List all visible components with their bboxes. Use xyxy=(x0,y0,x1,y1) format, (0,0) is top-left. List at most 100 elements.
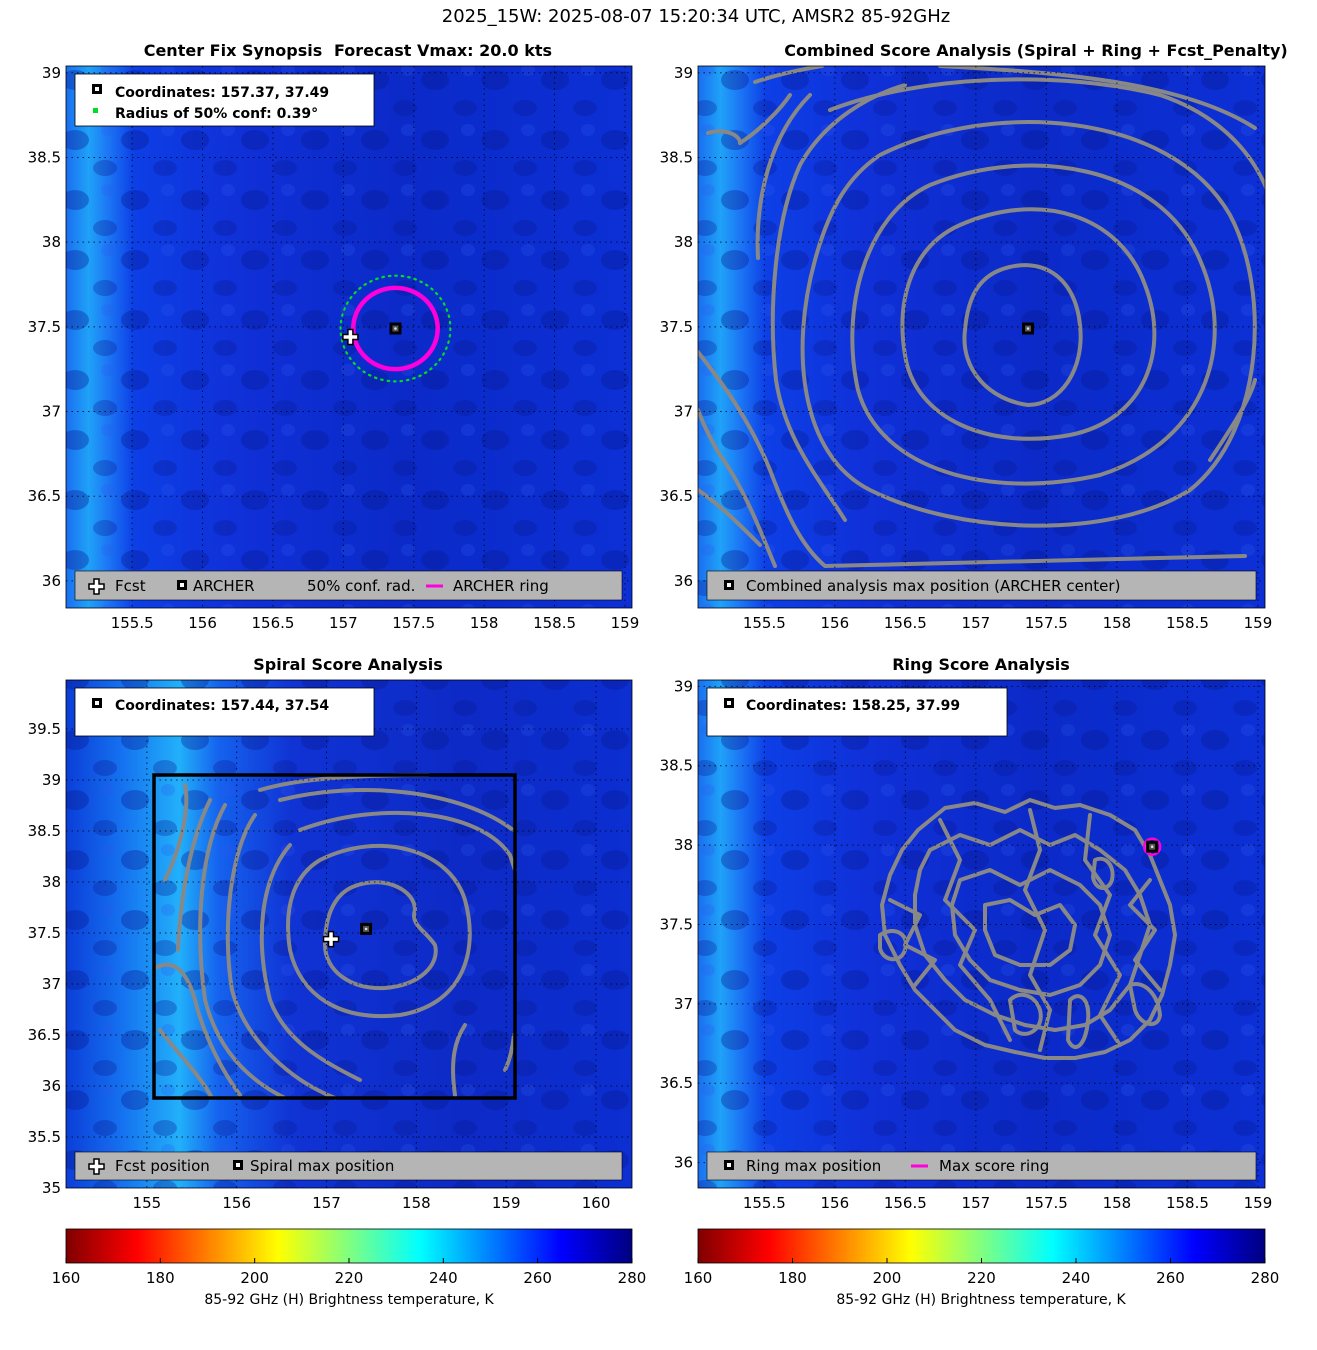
x-tick-label: 160 xyxy=(582,1194,611,1212)
ring-contour xyxy=(938,818,1012,1042)
ring-contour xyxy=(950,868,1112,997)
colorbar-tick-label: 220 xyxy=(967,1269,996,1287)
combined-contour xyxy=(1208,378,1257,462)
panel1-frame xyxy=(65,65,633,609)
legend-spiral-max-label: Spiral max position xyxy=(250,1157,394,1175)
combined-contour xyxy=(800,120,1257,528)
x-tick-label: 156 xyxy=(222,1194,251,1212)
x-tick-label: 156 xyxy=(820,614,849,632)
y-tick-label: 36 xyxy=(42,1077,61,1095)
ring-max-marker-dot xyxy=(1150,845,1154,848)
colorbar-tick-label: 180 xyxy=(146,1269,175,1287)
ring-contour xyxy=(1066,994,1091,1049)
spiral-search-box xyxy=(152,773,517,1100)
x-tick-label: 155.5 xyxy=(743,614,786,632)
spiral-contour xyxy=(198,803,287,1100)
panel3-y-tick-labels: 35 35.5 36 36.5 37 37.5 38 38.5 39 39.5 xyxy=(28,720,61,1197)
combined-contour xyxy=(962,263,1083,407)
panel3-texture xyxy=(66,680,632,1188)
legend-fcst-cross-icon xyxy=(88,578,105,595)
x-tick-label: 158.5 xyxy=(533,614,576,632)
y-tick-label: 38.5 xyxy=(28,148,61,166)
panel1-x-tick-labels: 155.5 156 156.5 157 157.5 158 158.5 159 xyxy=(111,614,640,632)
colorbar-tick-label: 240 xyxy=(1062,1269,1091,1287)
x-tick-label: 157 xyxy=(312,1194,341,1212)
spiral-contour xyxy=(278,788,515,832)
combined-contour xyxy=(698,488,762,547)
y-tick-label: 36.5 xyxy=(660,487,693,505)
x-tick-label: 157 xyxy=(962,614,991,632)
panel2-texture xyxy=(698,66,1265,608)
colorbar-left: 160 180 200 220 240 260 280 85-92 GHz (H) Brig… xyxy=(52,1228,647,1308)
x-tick-label: 158.5 xyxy=(1166,1194,1209,1212)
panel1-subtitle: Forecast Vmax: 20.0 kts xyxy=(334,41,552,60)
y-tick-label: 39.5 xyxy=(28,720,61,738)
y-tick-label: 38.5 xyxy=(28,822,61,840)
y-tick-label: 39 xyxy=(42,64,61,82)
panel4-info-box: Coordinates: 158.25, 37.99 xyxy=(706,687,1008,737)
figure-title: 2025_15W: 2025-08-07 15:20:34 UTC, AMSR2… xyxy=(442,6,950,27)
y-tick-label: 38 xyxy=(674,836,693,854)
panel4-title: Ring Score Analysis xyxy=(892,655,1070,674)
panel4-ring-contours xyxy=(878,798,1177,1060)
panel-ring-score-analysis: Ring Score Analysis 155.5 156 156.5 157 157.… xyxy=(660,655,1273,1212)
combined-contour xyxy=(938,66,1257,130)
panel1-title: Center Fix Synopsis xyxy=(144,41,323,60)
panel1-legend: Fcst ARCHER 50% conf. rad. ARCHER ring xyxy=(74,570,623,601)
combined-contour xyxy=(698,350,1247,568)
colorbar-left-label: 85-92 GHz (H) Brightness temperature, K xyxy=(204,1292,494,1308)
colorbar-tick-label: 260 xyxy=(523,1269,552,1287)
y-tick-label: 37.5 xyxy=(28,318,61,336)
y-tick-label: 36.5 xyxy=(28,487,61,505)
ring-contour xyxy=(913,828,1152,1032)
panel2-y-tick-labels: 36 36.5 37 37.5 38 38.5 39 xyxy=(660,64,693,590)
panel1-info-coordinates: Coordinates: 157.37, 37.49 xyxy=(115,85,329,101)
y-tick-label: 37.5 xyxy=(660,915,693,933)
y-tick-label: 38 xyxy=(42,233,61,251)
x-tick-label: 158 xyxy=(470,614,499,632)
panel-center-fix-synopsis: Center Fix Synopsis Forecast Vmax: 20.0 … xyxy=(28,41,640,632)
panel3-legend: Fcst position Spiral max position xyxy=(74,1151,623,1181)
y-tick-label: 38 xyxy=(42,873,61,891)
ring-contour xyxy=(983,898,1077,967)
colorbar-tick-label: 240 xyxy=(429,1269,458,1287)
forecast-position-marker xyxy=(342,328,359,346)
x-tick-label: 157.5 xyxy=(1025,1194,1068,1212)
colorbar-right-ticks: 160 180 200 220 240 260 280 xyxy=(684,1258,1280,1287)
panel2-contours xyxy=(698,66,1265,568)
colorbar-tick-label: 280 xyxy=(618,1269,647,1287)
legend-archer-ring-label: ARCHER ring xyxy=(453,577,549,595)
panel1-info-conf-icon xyxy=(93,108,98,113)
colorbar-tick-label: 160 xyxy=(52,1269,81,1287)
y-tick-label: 37 xyxy=(674,995,693,1013)
panel4-frame xyxy=(697,679,1266,1189)
forecast-position-marker xyxy=(322,930,340,948)
colorbar-tick-label: 160 xyxy=(684,1269,713,1287)
ring-contour xyxy=(880,798,1177,1060)
colorbar-tick-label: 280 xyxy=(1251,1269,1280,1287)
combined-contour xyxy=(770,83,907,522)
panel1-info-radius: Radius of 50% conf: 0.39° xyxy=(115,106,318,122)
x-tick-label: 158 xyxy=(1103,1194,1132,1212)
x-tick-label: 157 xyxy=(329,614,358,632)
y-tick-label: 39 xyxy=(674,64,693,82)
panel2-title: Combined Score Analysis (Spiral + Ring +… xyxy=(784,41,1287,60)
x-tick-label: 156.5 xyxy=(884,614,927,632)
y-tick-label: 37 xyxy=(674,403,693,421)
x-tick-label: 155.5 xyxy=(111,614,154,632)
spiral-contour xyxy=(225,813,337,1100)
ring-contour xyxy=(1091,856,1115,890)
ring-contour xyxy=(1128,878,1162,992)
combined-contour xyxy=(753,66,824,84)
y-tick-label: 37.5 xyxy=(660,318,693,336)
y-tick-label: 37.5 xyxy=(28,924,61,942)
panel4-legend: Ring max position Max score ring xyxy=(706,1151,1257,1181)
panel1-gridlines xyxy=(66,66,632,608)
panel2-frame xyxy=(697,65,1266,609)
spiral-contour xyxy=(451,1023,467,1097)
combined-contour xyxy=(706,129,742,145)
x-tick-label: 159 xyxy=(1244,614,1273,632)
y-tick-label: 38.5 xyxy=(660,757,693,775)
legend-archer-label: ARCHER xyxy=(193,577,255,595)
